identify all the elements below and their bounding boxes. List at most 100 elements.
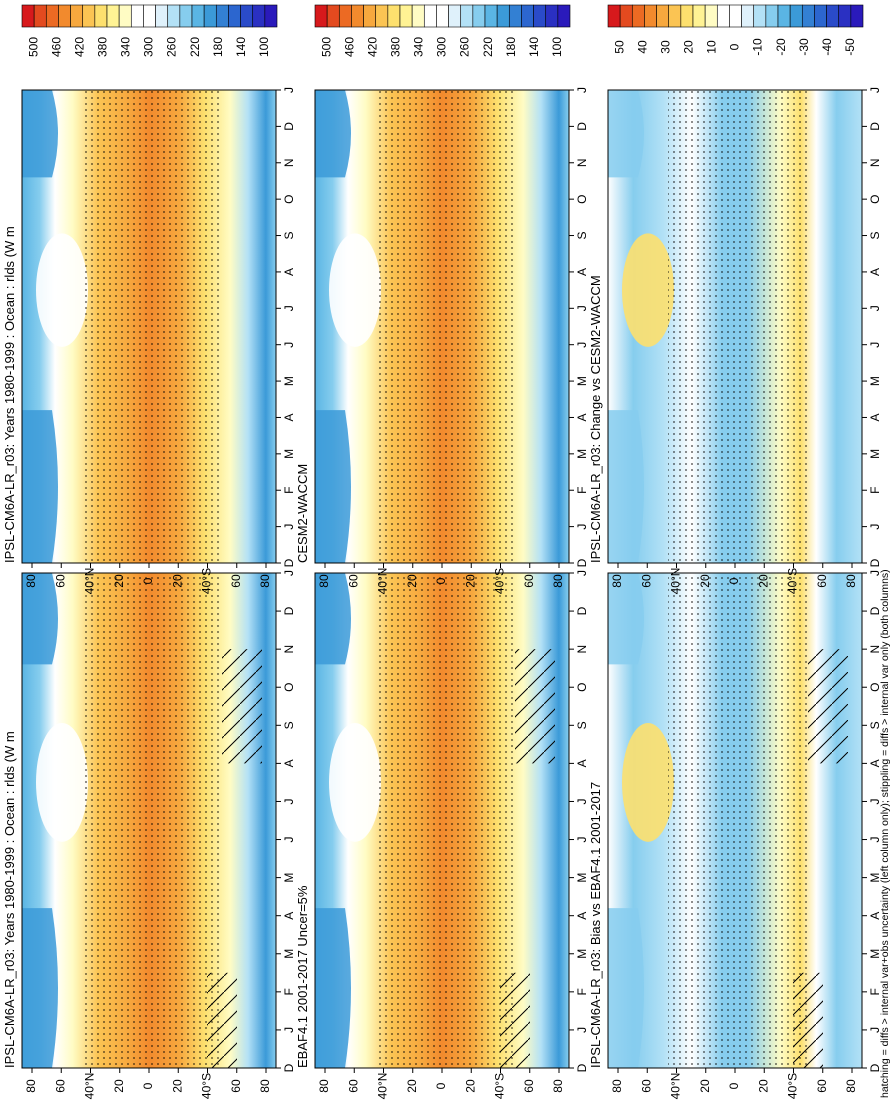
colorbar-swatch: [130, 4, 144, 28]
lat-tick-label: 20: [405, 1079, 419, 1093]
colorbar-label: 20: [682, 40, 696, 54]
colorbar-label: 10: [705, 40, 719, 54]
lat-tick-label: 80: [317, 1079, 331, 1093]
lat-tick-label: 80: [258, 1079, 272, 1093]
colorbar-swatch: [801, 4, 815, 28]
lat-tick-label: 20: [112, 1079, 126, 1093]
colorbar-swatch: [545, 4, 559, 28]
lat-tick-label: 20: [756, 1079, 770, 1093]
summer-band: [329, 233, 381, 347]
month-tick-label: A: [868, 268, 882, 276]
month-tick-label: M: [575, 949, 589, 959]
summer-band: [622, 233, 674, 347]
colorbar-swatch: [363, 4, 377, 28]
month-tick-label: M: [575, 376, 589, 386]
month-tick-label: J: [868, 837, 882, 843]
colorbar-swatch: [70, 4, 84, 28]
lat-tick-label: 60: [815, 574, 829, 588]
colorbar-swatch: [411, 4, 425, 28]
colorbar-swatch: [252, 4, 266, 28]
colorbar-swatch: [326, 4, 340, 28]
lat-tick-label: 80: [844, 574, 858, 588]
lat-tick-label: 40°N: [83, 1073, 97, 1100]
lat-tick-label: 20: [170, 574, 184, 588]
month-tick-label: O: [575, 194, 589, 203]
colorbar-label: 380: [96, 37, 110, 57]
lat-tick-label: 60: [53, 1079, 67, 1093]
colorbar-swatch: [753, 4, 767, 28]
month-tick-label: F: [282, 988, 296, 995]
colorbar-swatch: [826, 4, 840, 28]
month-tick-label: J: [575, 87, 589, 93]
month-tick-label: J: [868, 342, 882, 348]
month-tick-label: D: [282, 558, 296, 567]
colorbar-label: -40: [820, 38, 834, 56]
lat-tick-label: 40°S: [200, 1073, 214, 1099]
colorbar-label: 460: [49, 37, 63, 57]
polar-lobe: [608, 908, 644, 1068]
colorbar-swatch: [45, 4, 59, 28]
month-tick-label: A: [575, 268, 589, 276]
lat-tick-label: 60: [522, 574, 536, 588]
summer-band: [329, 723, 381, 842]
colorbar-swatch: [508, 4, 522, 28]
month-tick-label: M: [868, 376, 882, 386]
colorbar-label: 500: [26, 37, 40, 57]
colorbar-label: 340: [119, 37, 133, 57]
lat-tick-label: 20: [698, 1079, 712, 1093]
colorbar-swatch: [203, 4, 217, 28]
colorbar: 500 460 420 380 340 300 260 220 180 140 100: [21, 4, 278, 57]
lat-tick-label: 0: [727, 1082, 741, 1089]
panel-title: CESM2-WACCM: [295, 464, 310, 563]
colorbar-swatch: [704, 4, 718, 28]
month-tick-label: F: [575, 988, 589, 995]
colorbar-label: 220: [188, 37, 202, 57]
colorbar-swatch: [351, 4, 364, 28]
lat-tick-label: 80: [610, 574, 624, 588]
colorbar-swatch: [215, 4, 229, 28]
month-tick-label: A: [868, 912, 882, 920]
polar-lobe: [22, 410, 58, 563]
month-tick-label: O: [282, 683, 296, 692]
lat-tick-label: 80: [258, 574, 272, 588]
month-tick-label: J: [282, 87, 296, 93]
lat-tick-label: 80: [317, 574, 331, 588]
colorbar-label: -30: [797, 38, 811, 56]
hatching: [515, 649, 555, 764]
month-tick-label: A: [575, 413, 589, 421]
lat-tick-label: 40°S: [493, 568, 507, 594]
colorbar-swatch: [264, 4, 278, 28]
colorbar-swatch: [387, 4, 401, 28]
hatching: [808, 649, 848, 764]
stippling: [82, 90, 222, 563]
hatching: [793, 972, 823, 1068]
colorbar-swatch: [179, 4, 193, 28]
lat-tick-label: 60: [639, 574, 653, 588]
month-tick-label: S: [868, 232, 882, 240]
colorbar-swatch: [484, 4, 498, 28]
colorbar-label: 140: [527, 37, 541, 57]
summer-band: [36, 723, 88, 842]
lat-tick-label: 0: [434, 1082, 448, 1089]
colorbar-swatch: [765, 4, 779, 28]
colorbar: 50 40 30 20 10 0 -10 -20 -30 -40 -50: [607, 4, 864, 56]
stippling: [668, 90, 808, 563]
month-tick-label: A: [282, 268, 296, 276]
colorbar-swatch: [460, 4, 474, 28]
month-tick-label: M: [575, 873, 589, 883]
colorbar-swatch: [850, 4, 864, 28]
lat-tick-label: 60: [53, 574, 67, 588]
month-tick-label: A: [282, 912, 296, 920]
panel-title: IPSL-CM6A-LR_r03: Years 1980-1999 : Ocea…: [2, 226, 17, 563]
month-tick-label: A: [575, 912, 589, 920]
month-tick-label: S: [868, 721, 882, 729]
colorbar-swatch: [338, 4, 352, 28]
month-tick-label: A: [282, 759, 296, 767]
colorbar-swatch: [155, 4, 169, 28]
lat-tick-label: 20: [698, 574, 712, 588]
month-tick-label: M: [575, 449, 589, 459]
month-tick-label: J: [868, 798, 882, 804]
